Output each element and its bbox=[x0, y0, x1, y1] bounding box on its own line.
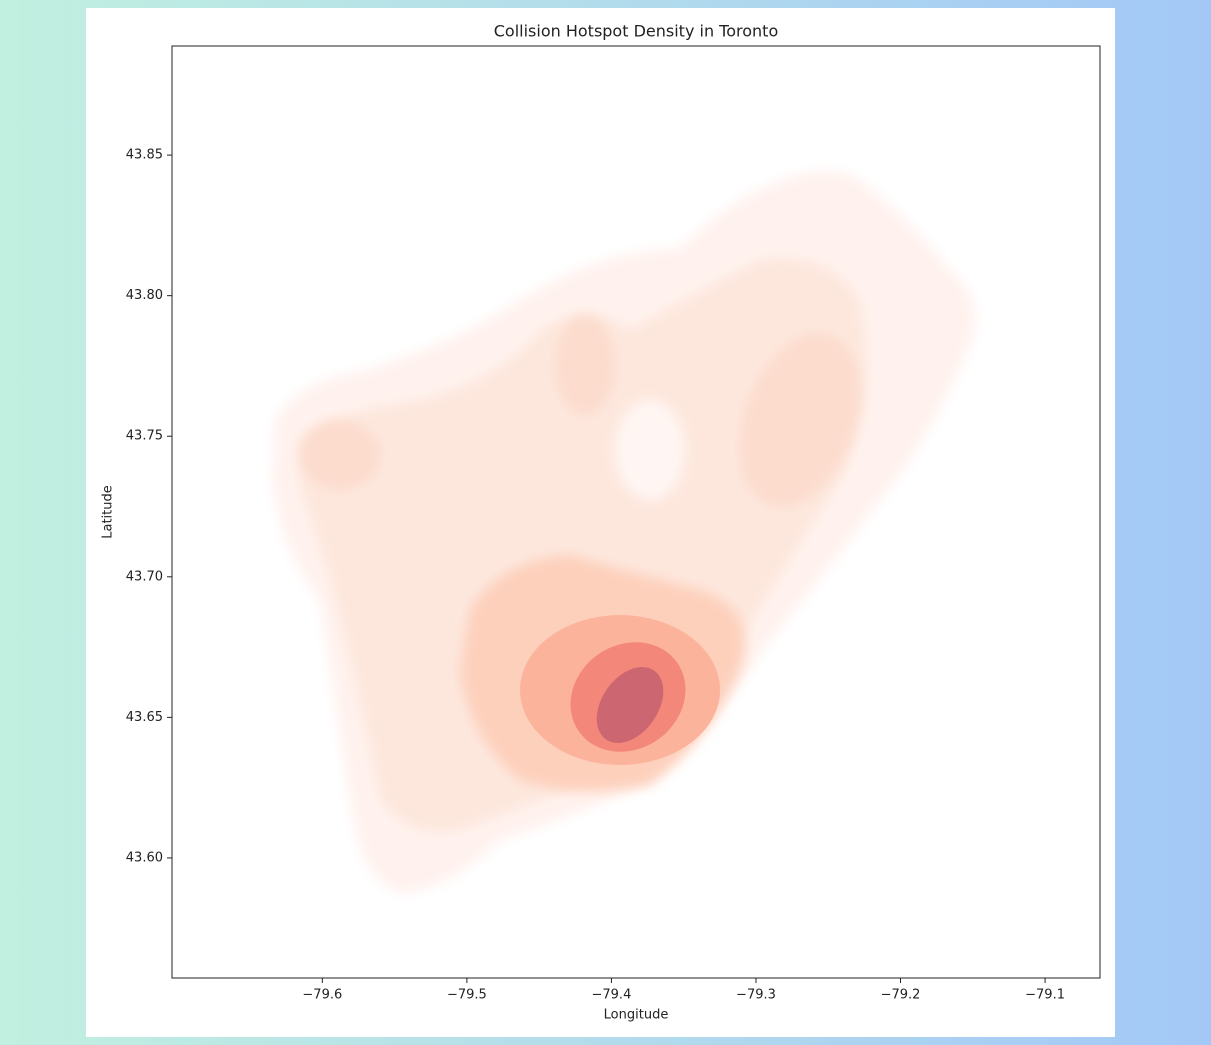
x-tick-label: −79.2 bbox=[881, 988, 921, 1003]
y-tick-label: 43.80 bbox=[126, 288, 163, 303]
x-tick-label: −79.5 bbox=[447, 988, 487, 1003]
y-tick-label: 43.60 bbox=[126, 850, 163, 865]
x-tick-label: −79.3 bbox=[736, 988, 776, 1003]
density-level bbox=[555, 315, 615, 415]
plot-frame bbox=[171, 45, 1101, 979]
x-tick-label: −79.1 bbox=[1025, 988, 1065, 1003]
y-tick-label: 43.70 bbox=[126, 569, 163, 584]
y-tick-label: 43.65 bbox=[126, 710, 163, 725]
y-tick-label: 43.75 bbox=[126, 429, 163, 444]
y-tick-label: 43.85 bbox=[126, 148, 163, 163]
density-level bbox=[596, 667, 664, 743]
density-level bbox=[300, 420, 380, 490]
y-axis-label: Latitude bbox=[101, 485, 116, 539]
x-tick-label: −79.6 bbox=[302, 988, 342, 1003]
density-level bbox=[615, 400, 685, 500]
chart-title: Collision Hotspot Density in Toronto bbox=[494, 22, 778, 41]
density-level bbox=[739, 333, 861, 507]
x-axis-label: Longitude bbox=[604, 1008, 669, 1023]
density-level bbox=[300, 258, 867, 832]
density-contours bbox=[272, 171, 976, 894]
x-tick-label: −79.4 bbox=[592, 988, 632, 1003]
